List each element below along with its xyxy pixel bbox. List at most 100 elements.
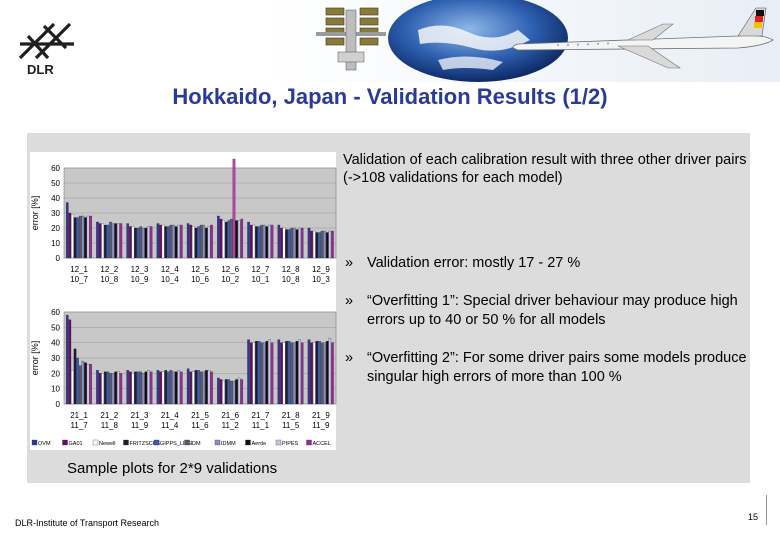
x-tick-label: 11_5 (282, 421, 300, 430)
bar (164, 370, 168, 405)
bar (189, 224, 193, 259)
bar (293, 227, 296, 259)
x-tick-label: 11_8 (101, 421, 119, 430)
x-tick-label: 21_7 (252, 411, 270, 420)
bar (86, 364, 90, 405)
bar (86, 215, 90, 259)
x-tick-label: 10_6 (191, 275, 209, 284)
bar (328, 337, 332, 405)
bar (331, 342, 334, 405)
y-axis-label: error [%] (30, 196, 40, 231)
bar (247, 339, 250, 405)
bar (192, 226, 195, 259)
y-tick-label: 40 (51, 339, 60, 348)
y-axis-label: error [%] (30, 341, 40, 376)
bar (106, 371, 110, 405)
x-tick-label: 12_3 (131, 265, 149, 274)
legend-label: ACCEL (313, 441, 331, 447)
bar (265, 226, 269, 259)
legend-swatch (306, 439, 312, 446)
x-tick-label: 10_3 (312, 275, 330, 284)
bar (325, 341, 329, 405)
bar (174, 226, 178, 259)
legend-swatch (62, 439, 68, 446)
bar (293, 342, 296, 405)
bar (71, 370, 74, 405)
bar (65, 314, 69, 405)
bar (109, 373, 112, 405)
bar (149, 226, 153, 259)
x-tick-label: 21_9 (312, 411, 330, 420)
bar (172, 371, 175, 405)
legend-box (30, 436, 336, 450)
bar (199, 371, 203, 405)
footer-institute: DLR-Institute of Transport Research (15, 518, 160, 528)
bar (76, 217, 79, 259)
bar (300, 227, 304, 259)
bar (144, 371, 148, 405)
bar (68, 212, 72, 259)
bar (73, 348, 77, 405)
y-tick-label: 40 (51, 194, 60, 203)
bar (247, 221, 250, 259)
bar (98, 223, 102, 259)
bar (197, 370, 200, 405)
bar (161, 371, 165, 405)
bar (177, 224, 180, 259)
y-tick-label: 30 (51, 354, 60, 363)
bar (232, 158, 236, 259)
bar (320, 342, 324, 405)
bar (268, 339, 271, 405)
bar (298, 227, 301, 259)
bar (270, 342, 274, 405)
bar (139, 226, 142, 259)
bar (126, 223, 129, 259)
x-tick-label: 10_1 (252, 275, 270, 284)
x-tick-label: 12_7 (252, 265, 270, 274)
bar (189, 371, 193, 405)
legend-label: IDM (191, 441, 202, 447)
dlr-logo-icon (18, 22, 74, 60)
bar (249, 224, 253, 259)
bar (167, 371, 170, 405)
bar (262, 342, 266, 405)
logo-text: DLR (27, 62, 54, 77)
bar (164, 226, 168, 259)
bar (270, 224, 274, 259)
bar (104, 371, 107, 405)
bar (111, 373, 115, 405)
bar (199, 224, 203, 259)
bullet-mark: » (345, 293, 354, 309)
bar (205, 227, 208, 259)
x-tick-label: 10_8 (100, 275, 118, 284)
bar (280, 342, 283, 405)
x-tick-label: 21_5 (191, 411, 209, 420)
bar (81, 360, 85, 405)
bar (210, 371, 213, 405)
bar (300, 342, 304, 405)
bar (114, 223, 117, 259)
banner-image (268, 0, 780, 82)
x-tick-label: 10_7 (70, 275, 88, 284)
bar (106, 224, 110, 259)
bar (129, 226, 132, 259)
bullet-item: » Validation error: mostly 17 - 27 % (343, 254, 748, 273)
legend-label: PIPES (282, 441, 299, 447)
bar (295, 341, 299, 405)
bar (180, 224, 183, 259)
bar (285, 229, 288, 259)
bar (186, 223, 190, 259)
bar (117, 371, 120, 405)
bar (207, 370, 211, 405)
bullet-item: » “Overfitting 1”: Special driver behavi… (343, 292, 748, 330)
x-tick-label: 11_2 (222, 421, 240, 430)
bar (290, 342, 294, 405)
bar (73, 217, 77, 259)
bar (249, 342, 253, 405)
legend-swatch (184, 439, 190, 446)
x-tick-label: 11_7 (71, 421, 89, 430)
bar (237, 377, 241, 405)
bar (312, 342, 316, 405)
x-tick-label: 11_9 (131, 421, 149, 430)
